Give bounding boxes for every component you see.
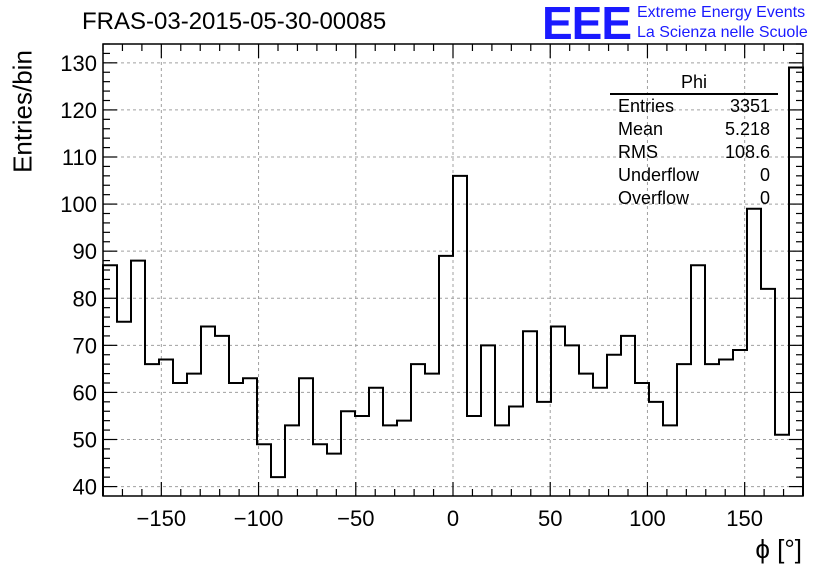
stats-value: 108.6 — [724, 142, 770, 162]
histogram-bin — [453, 176, 467, 496]
stats-value: 0 — [759, 188, 770, 208]
x-tick-label: −100 — [234, 506, 284, 531]
histogram-bin — [481, 345, 495, 496]
histogram-bin — [663, 425, 677, 496]
y-tick-label: 70 — [73, 333, 97, 358]
histogram-bin — [383, 425, 397, 496]
histogram-bin — [565, 345, 579, 496]
histogram-bin — [635, 383, 649, 496]
stats-row-overflow: Overflow 0 — [610, 187, 778, 210]
histogram-bin — [523, 331, 537, 496]
stats-row-entries: Entries 3351 — [610, 95, 778, 118]
histogram-bin — [285, 425, 299, 496]
histogram-line — [102, 66, 804, 496]
histogram-bin — [747, 209, 761, 496]
chart-title: FRAS-03-2015-05-30-00085 — [82, 8, 387, 35]
histogram-bin — [621, 336, 635, 496]
histogram-bin — [341, 411, 355, 496]
stats-row-rms: RMS 108.6 — [610, 141, 778, 164]
y-tick-label: 130 — [60, 51, 97, 76]
stats-row-mean: Mean 5.218 — [610, 118, 778, 141]
histogram-bin — [355, 416, 369, 496]
histogram-bin — [467, 416, 481, 496]
stats-label: Entries — [618, 96, 675, 116]
histogram-bin — [215, 336, 229, 496]
histogram-bin — [677, 364, 691, 496]
stats-label: Underflow — [618, 165, 700, 185]
histogram-bin — [299, 378, 313, 496]
x-tick-label: −150 — [137, 506, 187, 531]
histogram-bin — [159, 359, 173, 496]
histogram-bin — [761, 289, 775, 496]
x-tick-label: 0 — [447, 506, 459, 531]
histogram-bin — [411, 364, 425, 496]
y-tick-label: 40 — [73, 475, 97, 500]
org-text: Extreme Energy Events La Scienza nelle S… — [637, 3, 808, 43]
histogram-bin — [131, 261, 145, 496]
histogram-bin — [789, 68, 803, 496]
histogram-bin — [425, 374, 439, 496]
org-line-1: Extreme Energy Events — [637, 4, 806, 21]
histogram-bin — [775, 435, 789, 496]
histogram-bin — [495, 425, 509, 496]
stats-label: RMS — [618, 142, 658, 162]
x-tick-label: 50 — [538, 506, 562, 531]
y-tick-label: 50 — [73, 428, 97, 453]
x-axis-label: ϕ [°] — [755, 534, 802, 564]
histogram-bin — [397, 421, 411, 496]
x-tick-label: 100 — [629, 506, 666, 531]
stats-value: 5.218 — [724, 119, 770, 139]
y-tick-label: 90 — [73, 239, 97, 264]
histogram-bin — [145, 364, 159, 496]
histogram-bin — [509, 407, 523, 496]
stats-value: 3351 — [729, 96, 770, 116]
histogram-bin — [369, 388, 383, 496]
y-tick-label: 60 — [73, 380, 97, 405]
stats-label: Mean — [618, 119, 664, 139]
eee-logo: EEE — [542, 0, 632, 49]
histogram-bin — [607, 355, 621, 496]
y-tick-label: 120 — [60, 98, 97, 123]
x-tick-label: 150 — [726, 506, 763, 531]
y-tick-label: 110 — [62, 145, 97, 170]
histogram-bin — [593, 388, 607, 496]
histogram-bin — [649, 402, 663, 496]
histogram-bin — [201, 327, 215, 497]
x-tick-label: −50 — [337, 506, 374, 531]
y-tick-label: 100 — [60, 192, 97, 217]
histogram-bin — [551, 327, 565, 497]
histogram-bin — [327, 454, 341, 496]
histogram-bin — [103, 265, 117, 496]
stats-label: Overflow — [618, 188, 690, 208]
stats-row-underflow: Underflow 0 — [610, 164, 778, 187]
histogram-bin — [313, 444, 327, 496]
histogram-bin — [733, 350, 747, 496]
histogram-bin — [537, 402, 551, 496]
histogram-bin — [173, 383, 187, 496]
histogram-bin — [579, 374, 593, 496]
histogram-bin — [439, 256, 453, 496]
histogram-bin — [691, 265, 705, 496]
stats-value: 0 — [759, 165, 770, 185]
histogram-bin — [705, 364, 719, 496]
org-line-2: La Scienza nelle Scuole — [637, 24, 808, 41]
y-tick-label: 80 — [73, 286, 97, 311]
stats-box: Phi Entries 3351 Mean 5.218 RMS 108.6 Un… — [610, 72, 778, 210]
stats-name: Phi — [610, 72, 778, 95]
histogram-bin — [117, 322, 131, 496]
histogram-bin — [719, 359, 733, 496]
histogram-bin — [187, 374, 201, 496]
histogram-bin — [243, 378, 257, 496]
histogram-bin — [229, 383, 243, 496]
y-axis-label: Entries/bin — [7, 50, 38, 173]
